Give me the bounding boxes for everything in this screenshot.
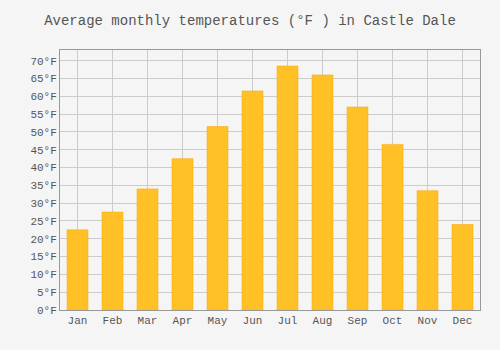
- svg-text:Aug: Aug: [313, 315, 333, 327]
- svg-text:50°F: 50°F: [30, 127, 56, 139]
- svg-text:15°F: 15°F: [30, 251, 56, 263]
- svg-text:Average monthly temperatures (: Average monthly temperatures (°F ) in Ca…: [44, 13, 456, 29]
- svg-text:40°F: 40°F: [30, 162, 56, 174]
- svg-text:Nov: Nov: [418, 315, 438, 327]
- svg-text:45°F: 45°F: [30, 145, 56, 157]
- svg-text:25°F: 25°F: [30, 216, 56, 228]
- svg-text:35°F: 35°F: [30, 180, 56, 192]
- svg-text:55°F: 55°F: [30, 109, 56, 121]
- svg-text:Apr: Apr: [173, 315, 193, 327]
- svg-text:May: May: [208, 315, 228, 327]
- svg-text:70°F: 70°F: [30, 56, 56, 68]
- svg-text:30°F: 30°F: [30, 198, 56, 210]
- svg-text:5°F: 5°F: [37, 287, 57, 299]
- svg-text:Jan: Jan: [68, 315, 88, 327]
- svg-text:65°F: 65°F: [30, 73, 56, 85]
- svg-text:Dec: Dec: [453, 315, 473, 327]
- svg-text:Sep: Sep: [348, 315, 368, 327]
- svg-text:Jul: Jul: [278, 315, 298, 327]
- svg-text:10°F: 10°F: [30, 269, 56, 281]
- svg-text:0°F: 0°F: [37, 305, 57, 317]
- svg-text:20°F: 20°F: [30, 234, 56, 246]
- svg-text:Mar: Mar: [138, 315, 158, 327]
- svg-text:Feb: Feb: [103, 315, 123, 327]
- svg-text:60°F: 60°F: [30, 91, 56, 103]
- svg-text:Jun: Jun: [243, 315, 263, 327]
- svg-text:Oct: Oct: [383, 315, 403, 327]
